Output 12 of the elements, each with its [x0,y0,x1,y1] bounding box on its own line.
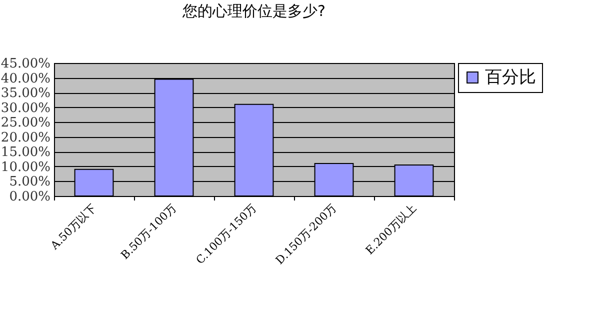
y-tick-label: 25.00% [0,116,50,131]
y-tick-label: 15.00% [0,145,50,160]
y-tick-label: 45.00% [0,56,50,72]
chart-title: 您的心理价位是多少? [182,2,326,20]
y-tick-label: 30.00% [0,100,50,116]
y-tick-label: 5.00% [9,174,50,190]
y-tick-label: 10.00% [0,160,50,175]
y-tick-label: 40.00% [0,71,50,86]
y-tick-label: 35.00% [0,86,50,102]
y-tick-label: 0.00% [9,190,50,204]
y-tick-label: 20.00% [0,130,50,146]
legend-label: 百分比 [485,68,536,88]
